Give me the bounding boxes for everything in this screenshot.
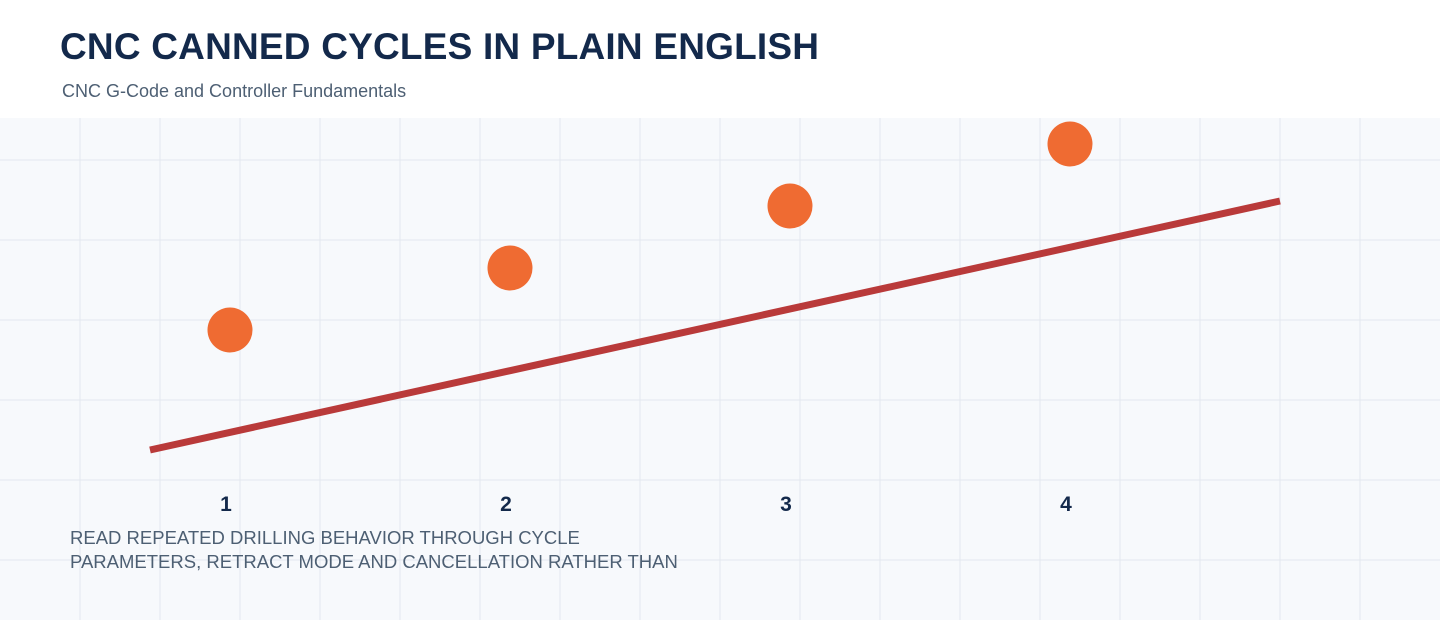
- caption-line-2: PARAMETERS, RETRACT MODE AND CANCELLATIO…: [70, 551, 678, 572]
- caption-line-1: READ REPEATED DRILLING BEHAVIOR THROUGH …: [70, 527, 580, 548]
- step-2-marker: [487, 245, 533, 291]
- step-3-label: 3: [780, 493, 792, 516]
- step-1-marker: [207, 307, 253, 353]
- page-subtitle: CNC G-Code and Controller Fundamentals: [62, 81, 407, 101]
- trend-line: [149, 197, 1281, 454]
- page-title: CNC CANNED CYCLES IN PLAIN ENGLISH: [60, 26, 820, 67]
- step-2-label: 2: [500, 493, 512, 516]
- caption: READ REPEATED DRILLING BEHAVIOR THROUGH …: [70, 526, 750, 574]
- step-4-marker: [1047, 121, 1093, 167]
- step-3-marker: [767, 183, 813, 229]
- step-4-label: 4: [1060, 493, 1072, 516]
- step-1-label: 1: [220, 493, 232, 516]
- header: CNC CANNED CYCLES IN PLAIN ENGLISH CNC G…: [0, 0, 1440, 118]
- grid-lines: [0, 118, 1440, 620]
